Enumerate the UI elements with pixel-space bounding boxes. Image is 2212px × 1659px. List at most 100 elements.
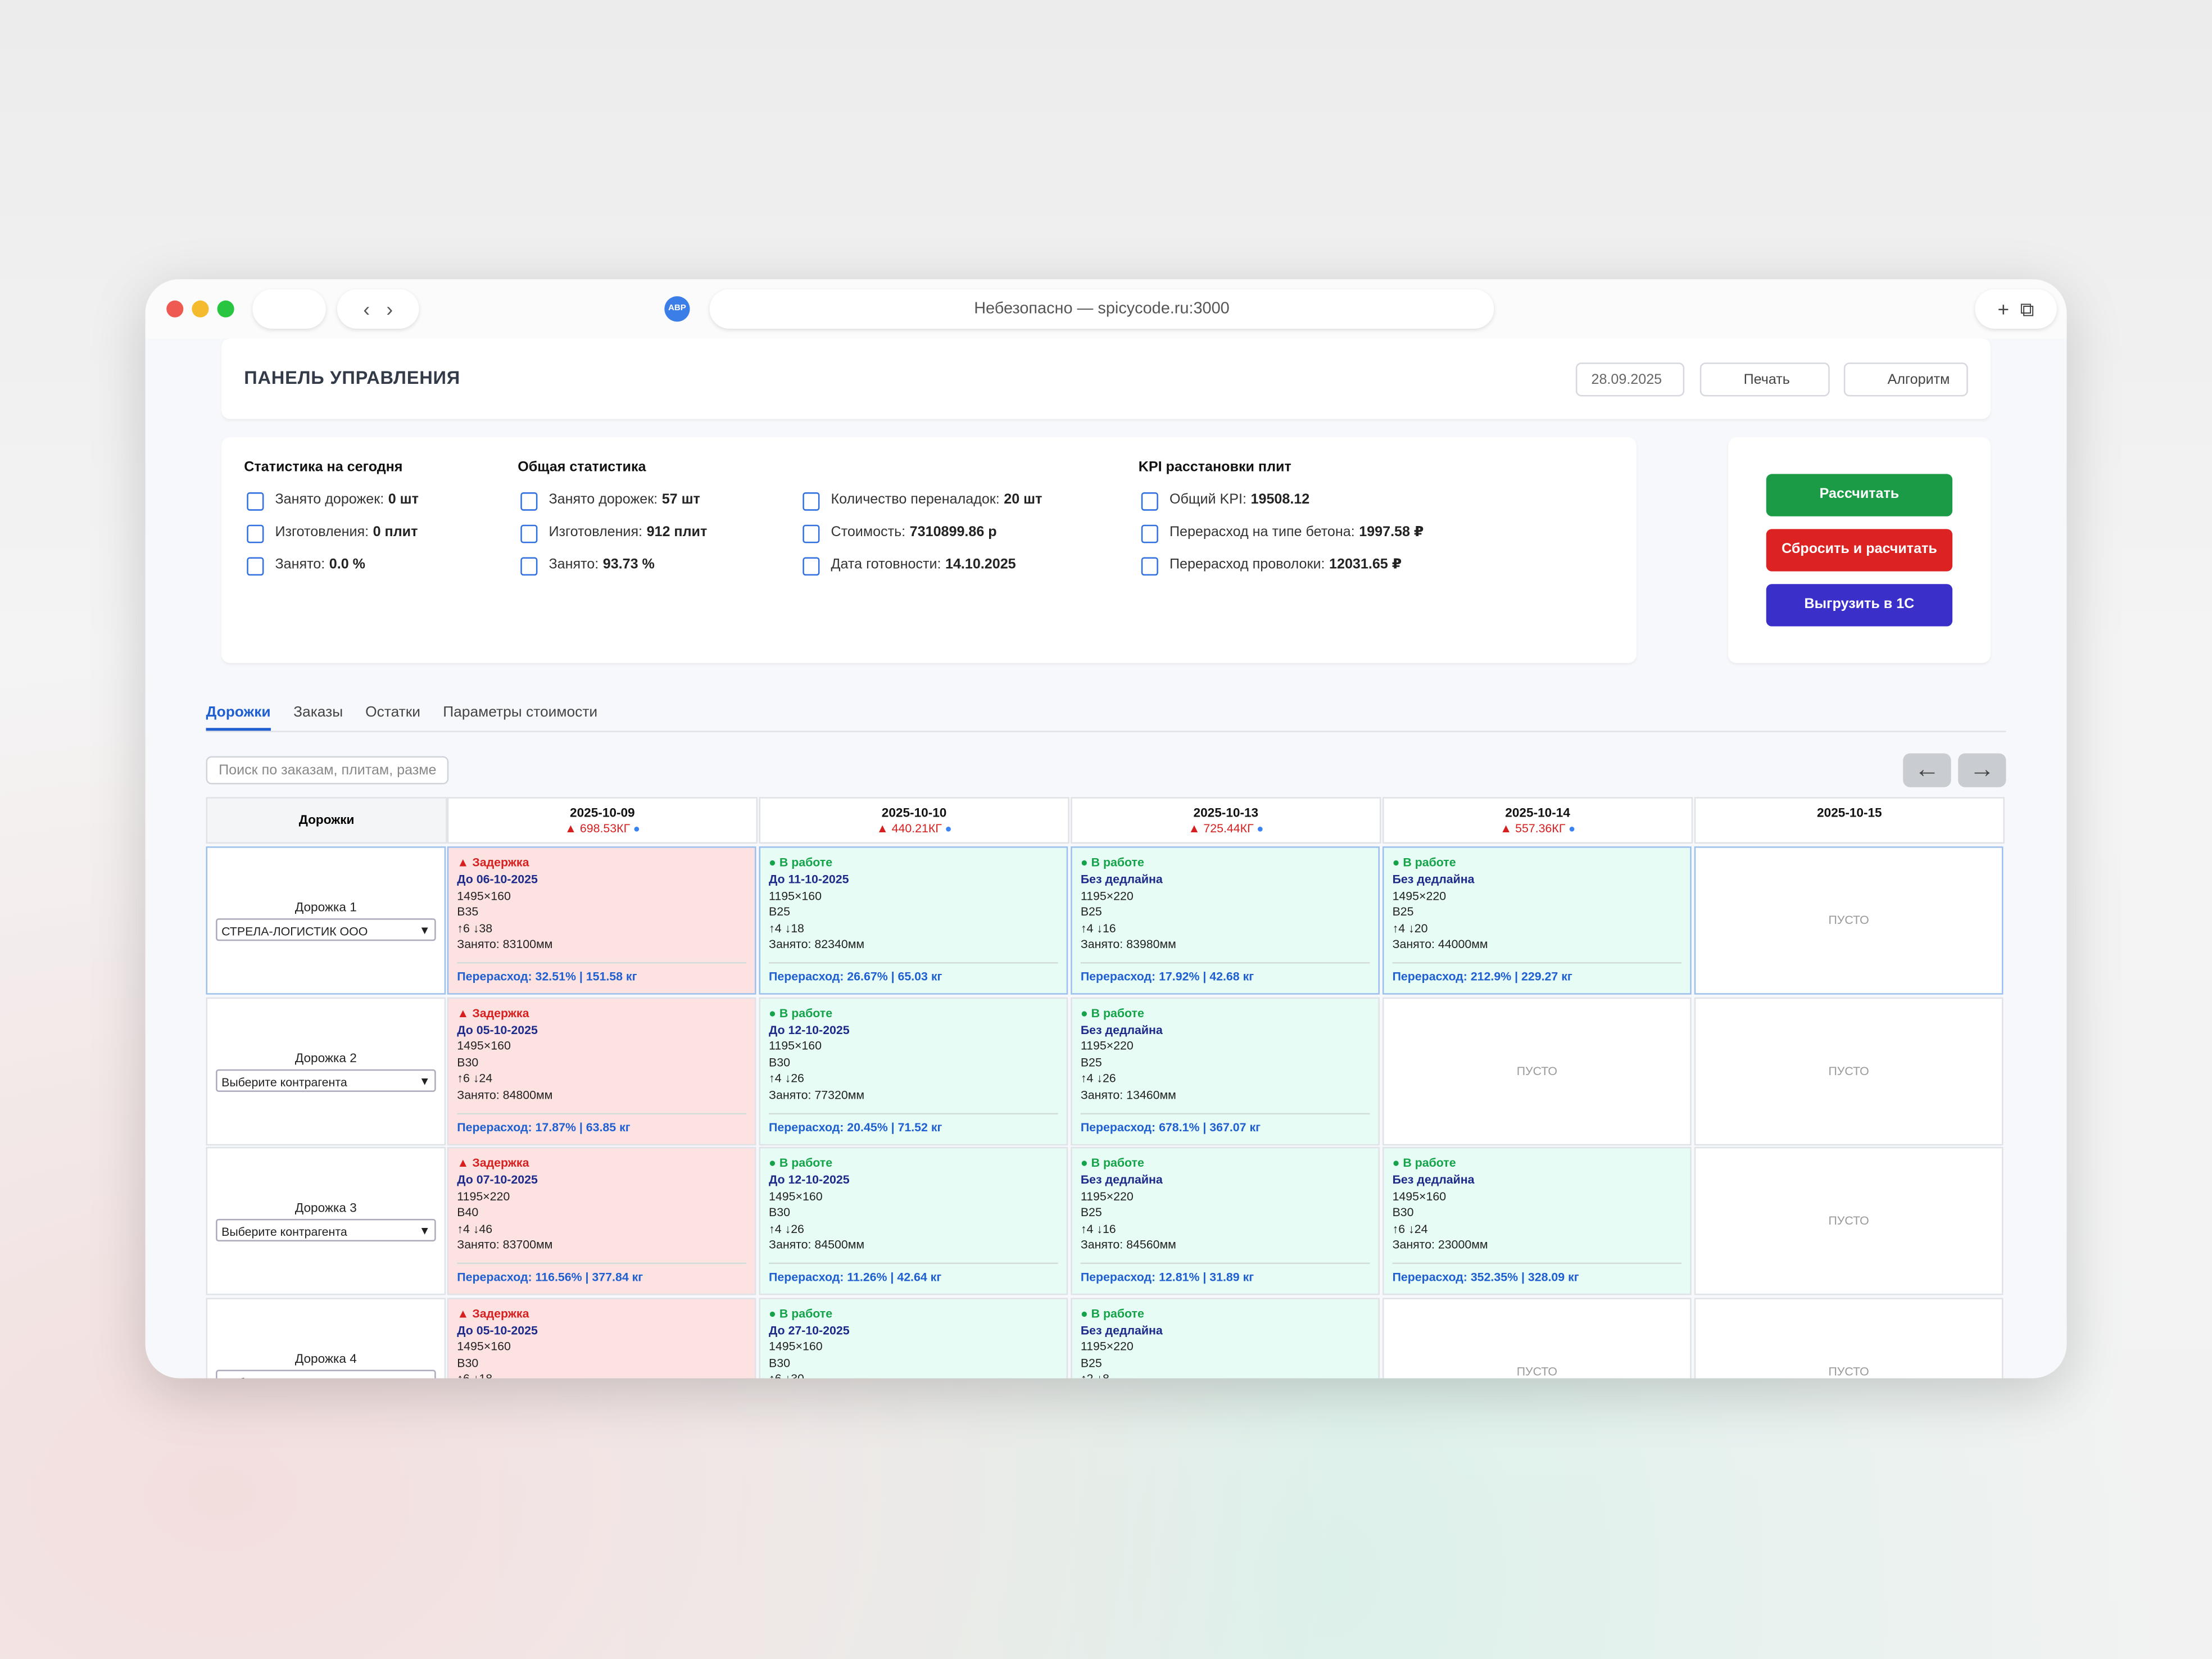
status: Задержка	[457, 855, 746, 869]
tab[interactable]: Остатки	[365, 704, 421, 721]
date: 2025-10-14	[1505, 805, 1570, 820]
cell-line: B25	[1080, 904, 1102, 919]
stat-item: Количество переналадок: 20 шт	[800, 492, 1042, 511]
cell-line: B25	[1392, 904, 1414, 919]
stat-item: Занято дорожек: 0 шт	[244, 492, 419, 511]
tab[interactable]: Заказы	[293, 704, 343, 721]
status: В работе	[1081, 1306, 1370, 1320]
contractor-select[interactable]: СТРЕЛА-ЛОГИСТИК ООО	[216, 918, 436, 942]
deadline: Без дедлайна	[1080, 872, 1163, 886]
browser-window: ‹ › ABP Небезопасно — spicycode.ru:3000 …	[145, 279, 2067, 1379]
order-cell[interactable]: Задержка До 05-10-2025 1495×160 B30↑6 ↓18	[447, 1297, 756, 1379]
date-header: 2025-10-10440.21КГ	[759, 797, 1069, 844]
status: В работе	[1393, 1155, 1682, 1170]
cell-line: 1195×220	[1080, 1038, 1134, 1053]
lane-row: Дорожка 1 СТРЕЛА-ЛОГИСТИК ООО Задержка До 0…	[206, 846, 2006, 995]
date-header: 2025-10-15	[1694, 797, 2005, 844]
action-button[interactable]: Выгрузить в 1С	[1766, 584, 1953, 627]
order-cell[interactable]: В работе Без дедлайна 1195×220 B25↑2 ↓8	[1071, 1297, 1380, 1379]
stat-label: Перерасход проволоки:	[1169, 557, 1325, 573]
status: В работе	[1081, 1005, 1370, 1019]
action-button[interactable]: Рассчитать	[1766, 474, 1953, 516]
stat-value: 12031.65 ₽	[1329, 557, 1402, 573]
overuse: Перерасход: 11.26% | 42.64 кг	[769, 1262, 1058, 1284]
date-overuse: 725.44КГ	[1072, 821, 1380, 835]
prev-button[interactable]: ←	[1903, 753, 1951, 787]
lane-row: Дорожка 4 Выберите контрагента Задержка До …	[206, 1297, 2006, 1379]
contractor-select[interactable]: Выберите контрагента	[216, 1068, 436, 1093]
status: В работе	[769, 1306, 1058, 1320]
cell-line: Занято: 83980мм	[1080, 936, 1176, 951]
header-card	[221, 338, 1991, 419]
extension-badge[interactable]: ABP	[664, 296, 690, 322]
history-buttons[interactable]: ‹ ›	[337, 289, 419, 329]
deadline: До 12-10-2025	[769, 1022, 850, 1036]
stat-value: 19508.12	[1250, 492, 1310, 508]
cell-line: B25	[769, 904, 791, 919]
lane-name: Дорожка 1	[294, 900, 357, 914]
cell-line: Занято: 84500мм	[769, 1237, 865, 1252]
date-field[interactable]: 28.09.2025	[1575, 362, 1685, 397]
cell-line: 1195×220	[1080, 1339, 1134, 1353]
lane-name: Дорожка 4	[294, 1350, 357, 1365]
cell-line: 1495×160	[457, 888, 511, 903]
close-button[interactable]	[166, 300, 184, 318]
sidebar-button[interactable]	[252, 289, 326, 329]
overuse: Перерасход: 17.92% | 42.68 кг	[1080, 962, 1370, 983]
cell-line: B35	[457, 904, 479, 919]
zoom-button[interactable]	[217, 300, 234, 318]
search-input[interactable]: Поиск по заказам, плитам, разме	[206, 756, 449, 785]
cell-line: 1495×160	[457, 1339, 511, 1353]
deadline: Без дедлайна	[1392, 872, 1475, 886]
empty-cell: ПУСТО	[1382, 996, 1692, 1145]
stat-value: 912 плит	[646, 524, 708, 541]
lane-cell: Дорожка 4 Выберите контрагента	[206, 1297, 446, 1379]
stat-label: Перерасход на типе бетона:	[1169, 524, 1355, 541]
order-cell[interactable]: В работе До 27-10-2025 1495×160 B30↑6 ↓30	[759, 1297, 1068, 1379]
date: 2025-10-15	[1817, 805, 1882, 820]
stat-item: Изготовления: 0 плит	[244, 524, 418, 543]
tab[interactable]: Дорожки	[206, 704, 271, 721]
algorithm-button[interactable]: Алгоритм	[1843, 362, 1968, 397]
cell-line: B25	[1080, 1204, 1102, 1219]
tab-underline	[206, 728, 271, 731]
stat-value: 0.0 %	[329, 557, 365, 573]
stat-item: Занято: 0.0 %	[244, 557, 365, 576]
tab-buttons[interactable]: + ⧉	[1975, 289, 2057, 329]
contractor-select[interactable]: Выберите контрагента	[216, 1369, 436, 1379]
cell-line: ↑2 ↓8	[1080, 1371, 1109, 1379]
stat-value: 1997.58 ₽	[1359, 524, 1424, 541]
stat-value: 20 шт	[1004, 492, 1042, 508]
tab[interactable]: Параметры стоимости	[443, 704, 598, 721]
date-header: 2025-10-13725.44КГ	[1071, 797, 1381, 844]
overuse: Перерасход: 678.1% | 367.07 кг	[1080, 1112, 1370, 1134]
cell-line: ↑4 ↓26	[1080, 1071, 1116, 1085]
address-bar[interactable]: Небезопасно — spicycode.ru:3000	[709, 289, 1494, 329]
contractor-select[interactable]: Выберите контрагента	[216, 1218, 436, 1243]
overuse: Перерасход: 26.67% | 65.03 кг	[769, 962, 1058, 983]
cell-line: ↑6 ↓24	[457, 1071, 493, 1085]
cell-line: 1195×160	[769, 888, 822, 903]
action-button[interactable]: Сбросить и расчитать	[1766, 529, 1953, 572]
overuse: Перерасход: 12.81% | 31.89 кг	[1080, 1262, 1370, 1284]
minimize-button[interactable]	[192, 300, 209, 318]
deadline: До 05-10-2025	[457, 1322, 538, 1337]
cell-line: Занято: 23000мм	[1392, 1237, 1488, 1252]
overuse: Перерасход: 20.45% | 71.52 кг	[769, 1112, 1058, 1134]
print-button[interactable]: Печать	[1699, 362, 1830, 397]
stat-item: Стоимость: 7310899.86 р	[800, 524, 997, 543]
cell-line: B30	[769, 1054, 791, 1069]
next-button[interactable]: →	[1958, 753, 2006, 787]
stat-value: 93.73 %	[602, 557, 655, 573]
